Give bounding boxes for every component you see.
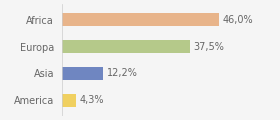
Bar	[62, 94, 76, 107]
Text: 12,2%: 12,2%	[107, 68, 138, 78]
Text: 46,0%: 46,0%	[223, 15, 254, 25]
Text: 4,3%: 4,3%	[80, 95, 104, 105]
Bar	[62, 67, 104, 80]
Text: 37,5%: 37,5%	[194, 42, 225, 52]
Bar	[62, 13, 220, 26]
Bar	[62, 40, 190, 53]
